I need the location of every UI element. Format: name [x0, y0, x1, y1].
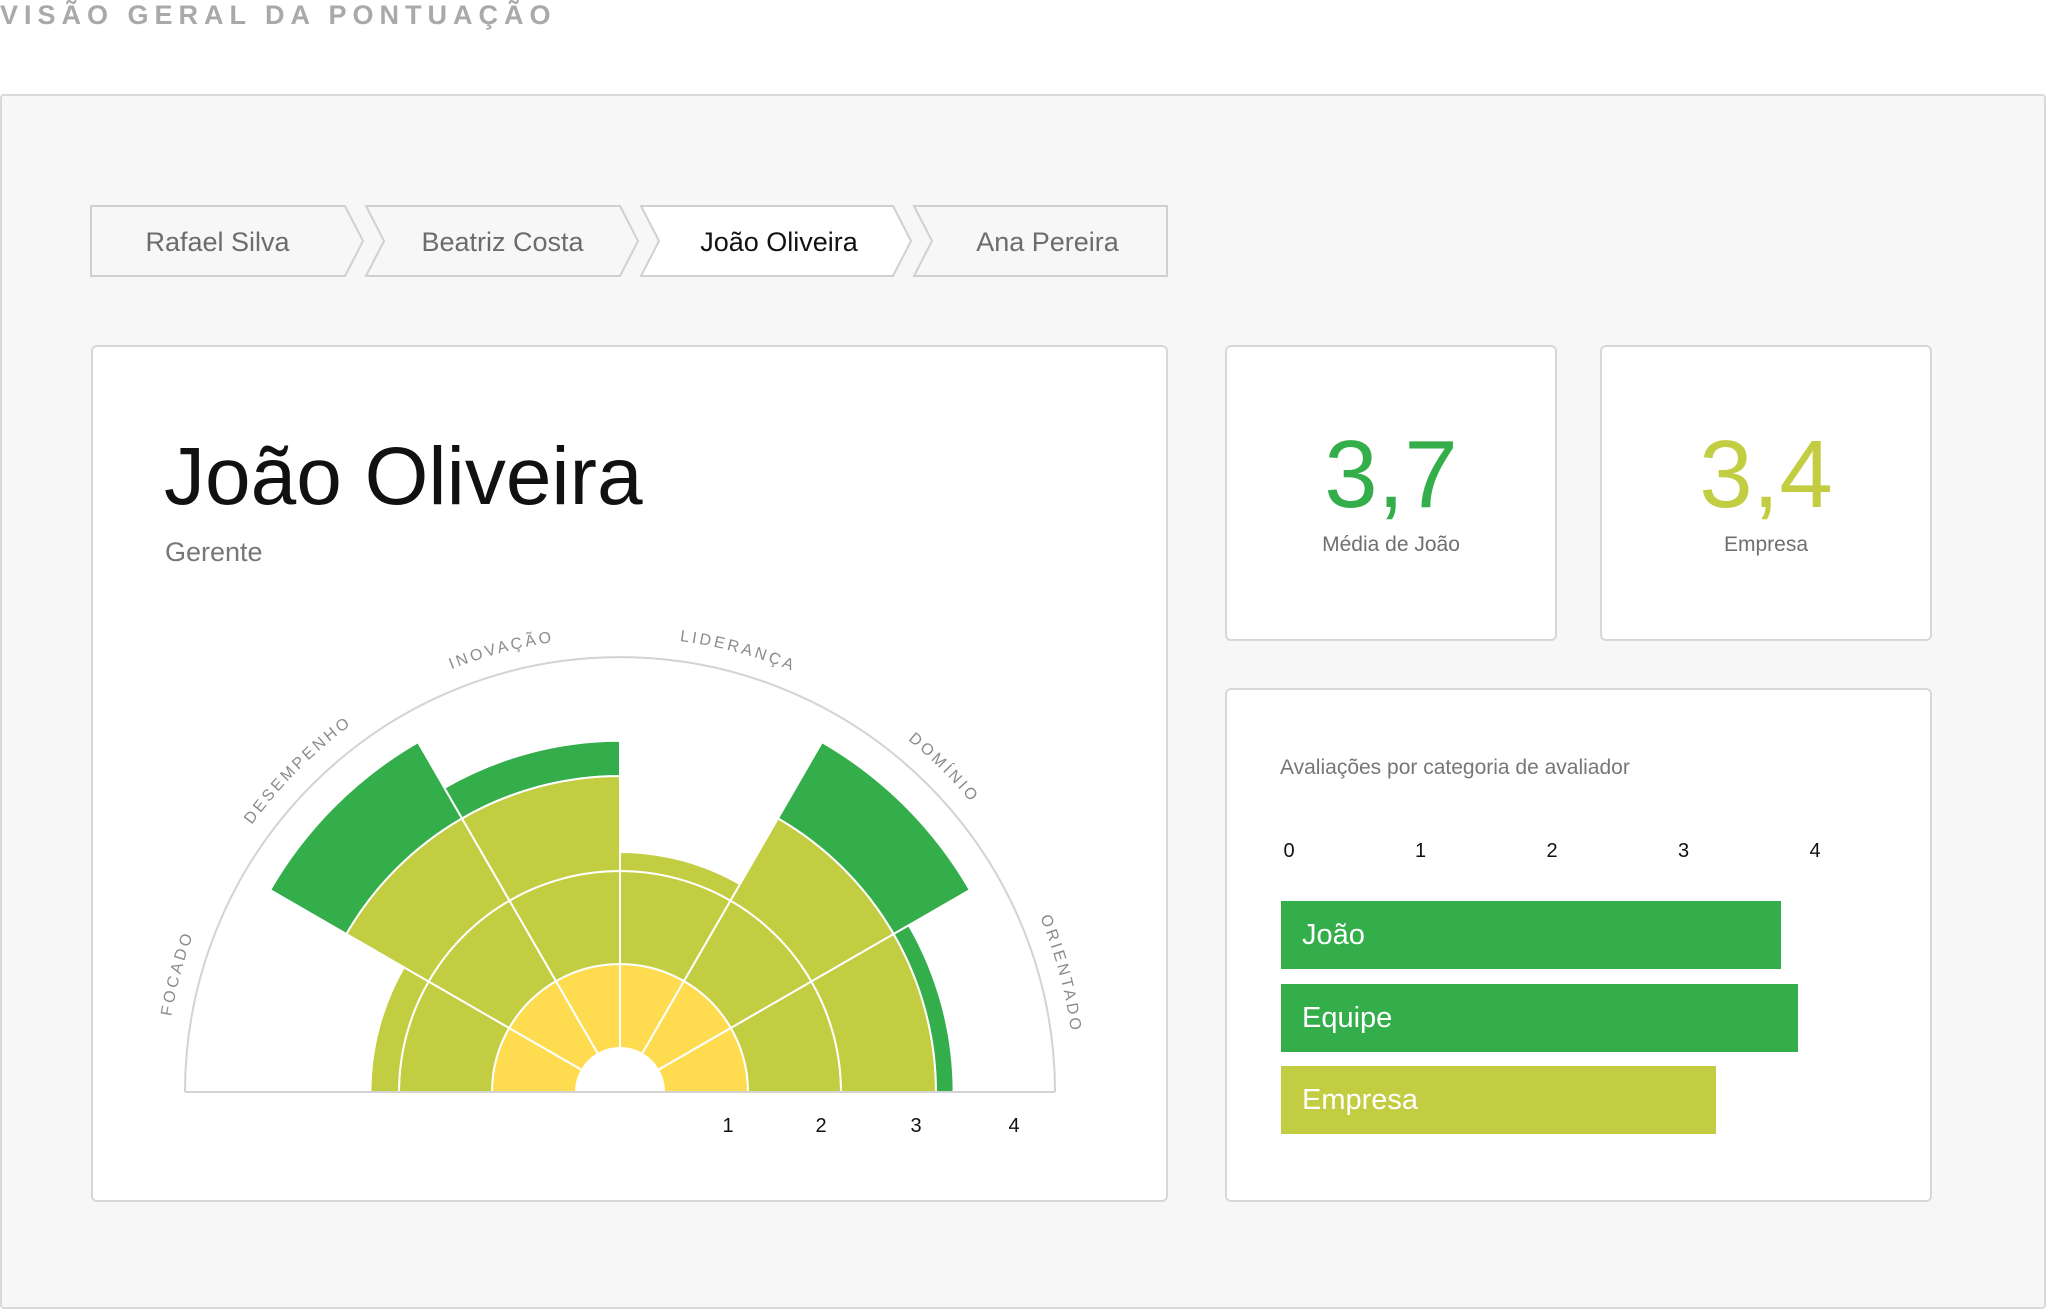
bar-axis-tick: 0	[1283, 840, 1295, 862]
category-label: ORIENTADO	[1036, 912, 1084, 1034]
average-value: 3,7	[1324, 421, 1458, 528]
bar-label: João	[1302, 919, 1365, 951]
bar-axis-tick: 1	[1414, 840, 1427, 862]
bar-1: João	[1281, 901, 1781, 969]
company-label: Empresa	[1723, 533, 1809, 556]
ring-label: 1	[722, 1115, 733, 1137]
radial-center-hole	[576, 1048, 664, 1092]
radial-sector-3-ring-4	[443, 739, 621, 820]
bar-axis-tick: 4	[1809, 840, 1821, 862]
bar-2: Equipe	[1281, 984, 1798, 1052]
page-heading: VISÃO GERAL DA PONTUAÇÃO	[0, 0, 557, 30]
bar-axis-tick: 2	[1546, 840, 1558, 862]
bar-axis-tick: 3	[1677, 840, 1690, 862]
radial-sector-2-ring-4	[268, 740, 464, 936]
tab-ana-pereira[interactable]: Ana Pereira	[976, 227, 1119, 257]
ring-label: 2	[815, 1115, 826, 1137]
ratings-chart-title: Avaliações por categoria de avaliador	[1280, 756, 1630, 779]
bar-label: Equipe	[1302, 1002, 1393, 1034]
bar-label: Empresa	[1302, 1084, 1419, 1116]
tab-shape[interactable]	[364, 205, 640, 277]
tab-shape[interactable]	[912, 205, 1168, 277]
company-card	[1600, 345, 1932, 641]
tab-rafael-silva[interactable]: Rafael Silva	[145, 227, 290, 257]
tab-joao-oliveira[interactable]: João Oliveira	[700, 227, 858, 257]
company-value: 3,4	[1699, 421, 1833, 528]
person-role: Gerente	[165, 537, 263, 567]
average-card	[1225, 345, 1557, 641]
tab-beatriz-costa[interactable]: Beatriz Costa	[421, 227, 584, 257]
category-label: INOVAÇÃO	[447, 628, 556, 673]
person-name: João Oliveira	[164, 431, 643, 522]
tab-shape[interactable]	[639, 205, 913, 277]
ring-label: 3	[910, 1115, 921, 1137]
radial-outer-arc	[184, 656, 1056, 1093]
radial-sector-5-ring-4	[776, 740, 972, 936]
category-label: DOMÍNIO	[905, 730, 982, 807]
bar-3: Empresa	[1281, 1066, 1716, 1134]
average-label: Média de João	[1322, 533, 1460, 556]
ring-label: 4	[1008, 1115, 1019, 1137]
tab-shape[interactable]	[90, 205, 365, 277]
category-label: FOCADO	[158, 929, 197, 1018]
category-label: LIDERANÇA	[679, 628, 799, 675]
